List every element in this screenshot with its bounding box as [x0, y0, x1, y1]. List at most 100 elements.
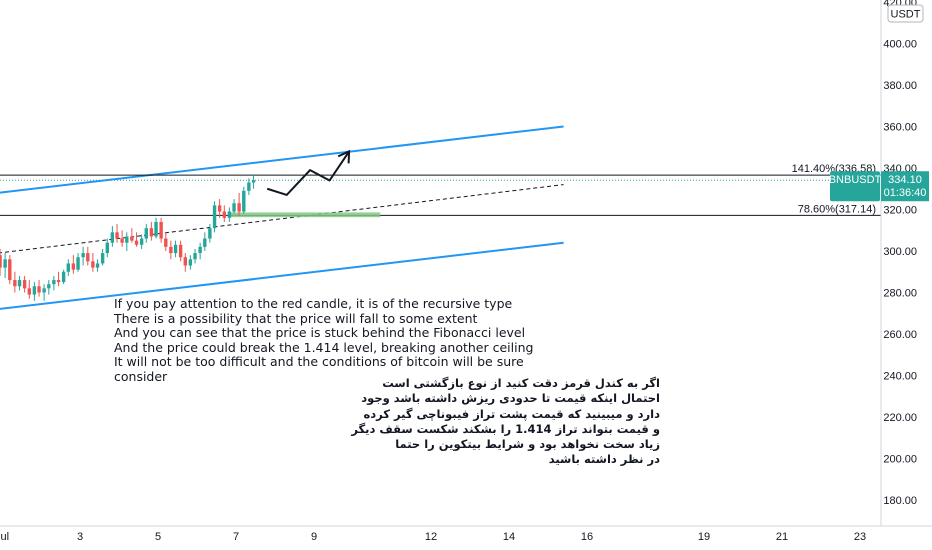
candle-body [125, 236, 129, 243]
projection-arrowhead [337, 149, 351, 164]
candle-body [91, 261, 95, 268]
x-tick-label: 19 [698, 531, 710, 543]
candle-body [52, 280, 56, 285]
y-tick-label: 260.00 [883, 329, 917, 341]
candle-body [169, 246, 173, 254]
x-tick-label: 21 [776, 531, 788, 543]
candle-body [13, 280, 17, 287]
x-tick-label: 16 [581, 531, 593, 543]
candle-body [100, 253, 105, 264]
candle-body [139, 238, 144, 245]
candle-body [144, 228, 148, 239]
candle-body [71, 263, 76, 270]
candle-body [76, 257, 80, 270]
fibonacci-levels[interactable]: 141.40%(336.58)78.60%(317.14) [0, 163, 881, 216]
candle-body [173, 244, 178, 254]
candle-body [149, 228, 154, 237]
candle-body [47, 284, 51, 289]
candle-body [159, 221, 163, 239]
candle-body [232, 203, 236, 212]
candle-body [95, 263, 100, 268]
support-zone-rect[interactable] [228, 212, 381, 218]
candle-body [164, 238, 168, 247]
x-tick-label: 7 [233, 531, 239, 543]
candle-body [32, 286, 37, 295]
price-axis-background [881, 0, 932, 526]
candle-body [56, 280, 61, 283]
channel-mid-line[interactable] [0, 184, 564, 254]
projection-path[interactable] [266, 150, 350, 196]
y-tick-label: 300.00 [883, 246, 917, 258]
currency-label: USDT [891, 9, 921, 21]
candle-body [0, 255, 2, 268]
x-tick-label: 23 [854, 531, 866, 543]
candle-body [120, 238, 124, 243]
x-tick-label: 5 [155, 531, 161, 543]
y-tick-label: 380.00 [883, 80, 917, 92]
symbol-tag-label: BNBUSDT [829, 174, 882, 186]
candle-body [8, 259, 12, 281]
candle-body [227, 211, 232, 218]
candle-body [237, 203, 241, 212]
candle-body [115, 232, 119, 239]
candle-body [105, 242, 109, 254]
y-tick-label: 240.00 [883, 371, 917, 383]
candle-body [193, 253, 197, 260]
candle-body [66, 263, 70, 272]
candle-body [134, 240, 139, 245]
y-tick-label: 400.00 [883, 39, 917, 51]
candle-body [208, 228, 212, 239]
projection-arrow[interactable] [266, 149, 351, 196]
candle-body [61, 271, 66, 283]
candle-body [188, 259, 193, 266]
channel-lower-line[interactable] [0, 241, 564, 310]
last-price-tag-bg [881, 171, 929, 202]
candle-body [217, 205, 222, 212]
candle-body [242, 190, 246, 212]
candle-body [198, 246, 202, 254]
y-tick-label: 220.00 [883, 412, 917, 424]
candle-body [22, 280, 27, 289]
annotation-english[interactable]: If you pay attention to the red candle, … [114, 296, 534, 384]
x-tick-label: 12 [425, 531, 437, 543]
y-tick-label: 360.00 [883, 122, 917, 134]
parallel-channel[interactable] [0, 125, 564, 310]
candle-body [110, 232, 115, 243]
y-tick-label: 200.00 [883, 454, 917, 466]
candle-body [3, 259, 7, 268]
candle-body [212, 205, 217, 229]
candle-body [27, 288, 31, 295]
y-tick-label: 280.00 [883, 288, 917, 300]
y-tick-label: 320.00 [883, 205, 917, 217]
candle-countdown-label: 01:36:40 [884, 187, 927, 199]
price-axis[interactable]: 420.00400.00380.00360.00340.00320.00300.… [883, 0, 917, 507]
candlestick-series [0, 174, 256, 301]
candle-body [130, 236, 134, 241]
candle-body [183, 257, 187, 266]
candle-body [251, 180, 256, 183]
candle-body [222, 211, 226, 218]
time-axis[interactable]: Jul 3 5 7 9 12 14 16 19 21 23 [0, 531, 866, 543]
last-price-label: 334.10 [888, 174, 922, 186]
x-tick-label: 14 [503, 531, 515, 543]
candle-body [203, 238, 207, 247]
x-tick-label: Jul [0, 531, 9, 543]
candle-body [86, 253, 90, 262]
candle-body [81, 253, 85, 258]
candle-body [178, 244, 183, 258]
candle-body [17, 280, 22, 287]
currency-badge[interactable]: USDT [887, 4, 924, 23]
candle-body [42, 288, 46, 293]
support-zone[interactable] [228, 212, 381, 218]
annotation-persian[interactable]: اگر به کندل قرمز دقت کنید از نوع بازگشتی… [351, 376, 660, 467]
fib-level-label: 78.60%(317.14) [798, 203, 876, 215]
candle-body [37, 286, 41, 293]
x-tick-label: 3 [77, 531, 83, 543]
y-tick-label: 180.00 [883, 495, 917, 507]
channel-upper-line[interactable] [0, 125, 564, 194]
x-tick-label: 9 [311, 531, 317, 543]
candle-body [154, 221, 158, 237]
candle-body [247, 182, 251, 191]
